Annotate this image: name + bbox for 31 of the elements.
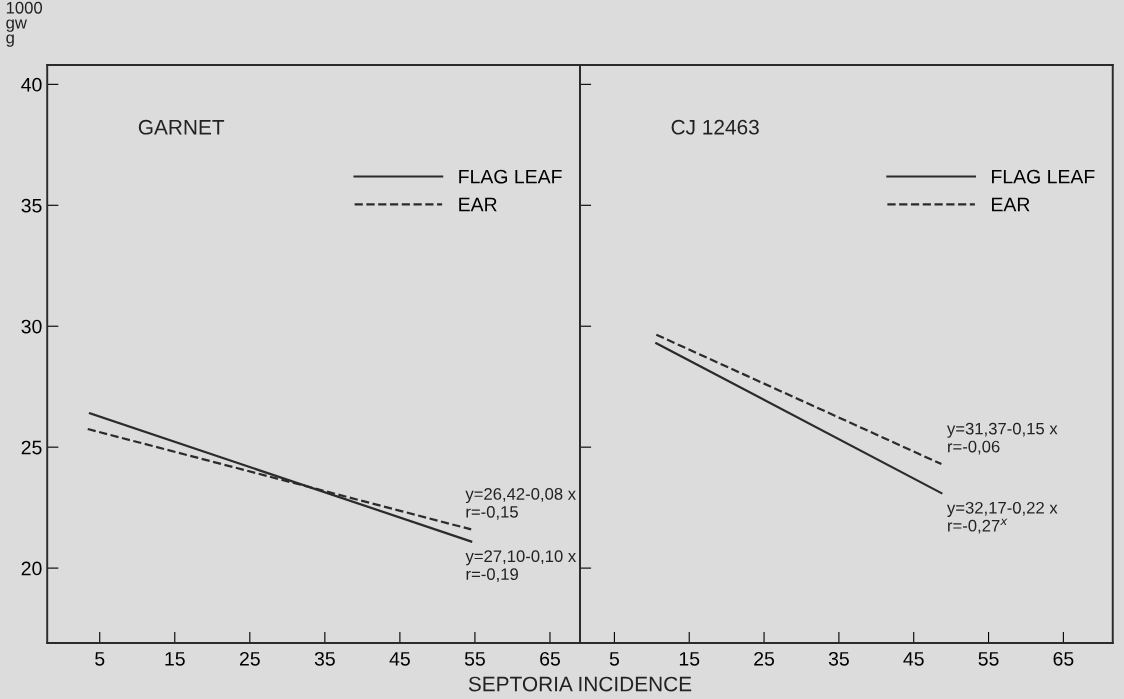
legend-label: EAR (459, 197, 497, 212)
legend-label: EAR (992, 197, 1030, 212)
y-tick-label: 30 (21, 319, 42, 334)
x-tick-label: 25 (754, 651, 775, 666)
y-tick-label: 40 (21, 77, 42, 92)
y-tick-label: 20 (21, 561, 42, 576)
x-tick-label: 45 (389, 652, 410, 666)
y-tick-label: 25 (21, 440, 42, 455)
annotation: y=27,10-0,10 x r=-0,19 (465, 550, 577, 582)
x-tick-label: 15 (679, 652, 700, 666)
x-tick-label: 15 (165, 652, 185, 666)
x-tick-label: 45 (903, 652, 924, 666)
x-axis-title: SEPTORIA INCIDENCE (468, 676, 692, 692)
x-tick-label: 55 (464, 652, 485, 666)
y-axis-title: 1000 gw g (6, 1, 43, 47)
x-tick-label: 5 (609, 652, 619, 666)
annotation: y=31,37-0,15 x r=-0,06 (947, 422, 1058, 455)
x-tick-label: 5 (95, 652, 105, 666)
x-tick-label: 65 (1053, 651, 1074, 666)
x-tick-label: 35 (314, 651, 335, 666)
x-tick-label: 65 (540, 651, 560, 666)
annotation: y=32,17-0,22 x r=-0,27$^{x}$ (947, 501, 1058, 534)
x-tick-label: 35 (828, 651, 849, 666)
text: GARNET (138, 119, 225, 135)
text: CJ 12463 (671, 119, 759, 135)
legend-label: FLAG LEAF (459, 169, 562, 184)
legend-label: FLAG LEAF (992, 169, 1095, 184)
x-tick-label: 25 (239, 651, 260, 666)
x-tick-label: 55 (978, 652, 999, 666)
annotation: y=26,42-0,08 x r=-0,15 (465, 488, 576, 520)
y-tick-label: 35 (21, 198, 42, 213)
